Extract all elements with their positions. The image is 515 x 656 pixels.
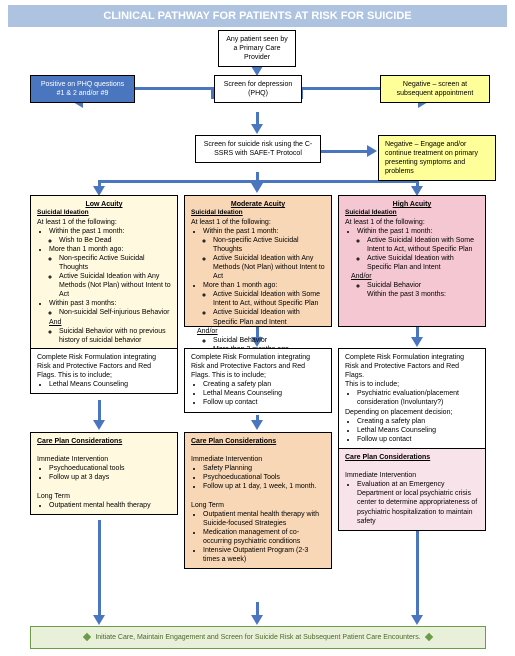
mod-plan-box: Care Plan Considerations Immediate Inter…	[184, 432, 332, 569]
low-si: Suicidal Ideation	[37, 209, 171, 217]
mod-si: Suicidal Ideation	[191, 209, 325, 217]
cssrs-box: Screen for suicide risk using the C-SSRS…	[195, 135, 321, 163]
screen-phq-box: Screen for depression (PHQ)	[214, 75, 302, 103]
high-lead: At least 1 of the following:	[345, 218, 479, 227]
mod-lead: At least 1 of the following:	[191, 218, 325, 227]
mod-acuity-title: Moderate Acuity	[231, 201, 285, 208]
low-risk-box: Complete Risk Formulation integrating Ri…	[30, 348, 178, 394]
title-bar: CLINICAL PATHWAY FOR PATIENTS AT RISK FO…	[8, 5, 507, 27]
high-plan-box: Care Plan Considerations Immediate Inter…	[338, 448, 486, 531]
low-acuity-title: Low Acuity	[85, 201, 122, 208]
low-lead: At least 1 of the following:	[37, 218, 171, 227]
high-acuity-title: High Acuity	[393, 201, 432, 208]
mod-risk-box: Complete Risk Formulation integrating Ri…	[184, 348, 332, 413]
high-acuity-box: High Acuity Suicidal Ideation At least 1…	[338, 195, 486, 327]
phq-positive-box: Positive on PHQ questions #1 & 2 and/or …	[30, 75, 135, 103]
phq-negative-box: Negative – screen at subsequent appointm…	[380, 75, 490, 103]
start-box: Any patient seen by a Primary Care Provi…	[218, 30, 296, 67]
cssrs-negative-box: Negative – Engage and/or continue treatm…	[378, 135, 496, 181]
low-plan-box: Care Plan Considerations Immediate Inter…	[30, 432, 178, 515]
low-acuity-box: Low Acuity Suicidal Ideation At least 1 …	[30, 195, 178, 350]
final-box: Initiate Care, Maintain Engagement and S…	[30, 626, 486, 649]
pathway-diagram: CLINICAL PATHWAY FOR PATIENTS AT RISK FO…	[0, 0, 515, 656]
high-risk-box: Complete Risk Formulation integrating Ri…	[338, 348, 486, 449]
high-si: Suicidal Ideation	[345, 209, 479, 217]
moderate-acuity-box: Moderate Acuity Suicidal Ideation At lea…	[184, 195, 332, 327]
